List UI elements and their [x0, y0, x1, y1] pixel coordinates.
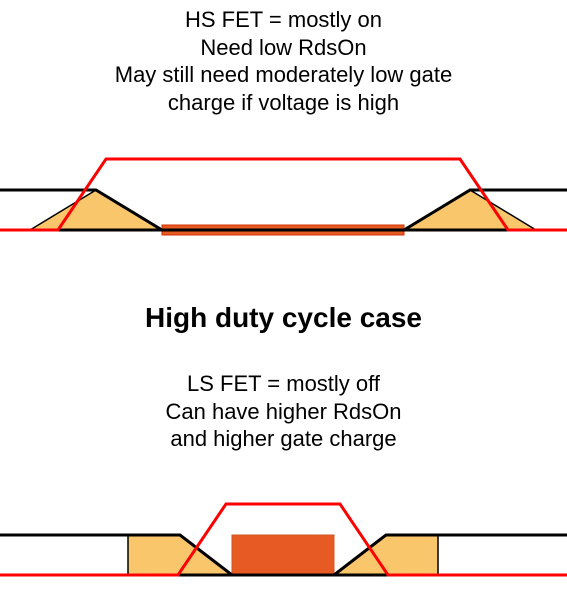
text-line: HS FET = mostly on [185, 7, 382, 32]
conduction-loss-bar [232, 535, 334, 575]
right-loss-region [404, 190, 536, 230]
diagram-title: High duty cycle case [0, 300, 567, 335]
text-line: May still need moderately low gate [115, 62, 453, 87]
ls-fet-description: LS FET = mostly off Can have higher RdsOn… [0, 370, 567, 453]
hs-fet-waveform-diagram [0, 135, 567, 260]
left-loss-region [128, 535, 232, 575]
left-loss-region [30, 190, 162, 230]
text-line: LS FET = mostly off [187, 371, 380, 396]
ls-fet-waveform-diagram [0, 480, 567, 595]
text-line: Need low RdsOn [200, 35, 366, 60]
text-line: charge if voltage is high [168, 90, 399, 115]
text-line: Can have higher RdsOn [165, 399, 401, 424]
text-line: and higher gate charge [170, 426, 396, 451]
hs-fet-description: HS FET = mostly on Need low RdsOnMay stil… [0, 6, 567, 116]
right-loss-region [334, 535, 438, 575]
